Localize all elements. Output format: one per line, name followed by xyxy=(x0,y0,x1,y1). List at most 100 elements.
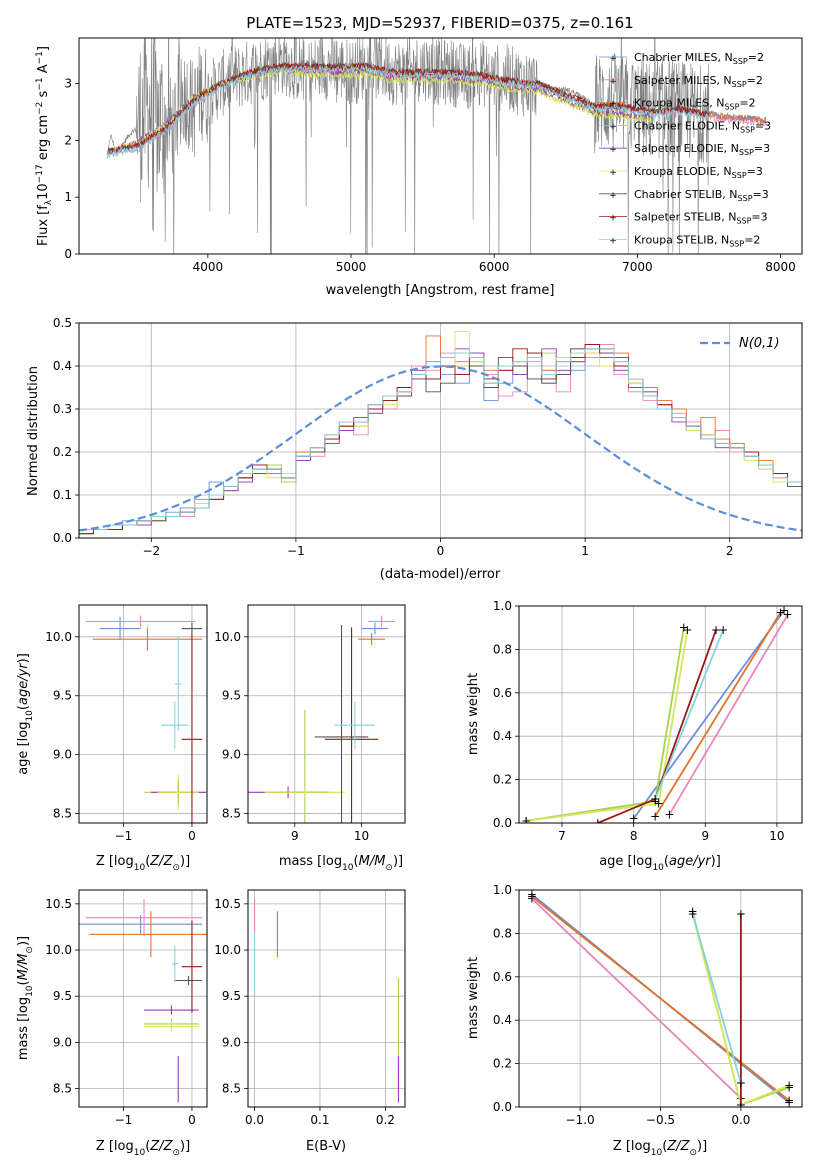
x-tick-label: −1.0 xyxy=(566,1113,595,1127)
x-tick-label: 9 xyxy=(701,829,709,843)
legend-label: Chabrier MILES, NSSP=2 xyxy=(634,51,764,66)
x-axis-label-mass-vs-Z: Z [log10(Z/Z⊙)] xyxy=(96,1139,190,1158)
weight-marker: + xyxy=(688,907,698,921)
legend-marker: + xyxy=(609,145,617,155)
legend-marker: + xyxy=(609,77,617,87)
y-tick-label: 0.2 xyxy=(493,773,512,787)
errorbar-point xyxy=(174,975,203,986)
y-tick-label: 0.8 xyxy=(493,642,512,656)
weight-marker: + xyxy=(711,623,721,637)
errorbar-point xyxy=(157,774,199,811)
y-tick-label: 10.0 xyxy=(214,943,241,957)
plot-area-mass_vs_Z xyxy=(79,899,207,1103)
weight-marker: + xyxy=(664,807,674,821)
plot-area-residuals xyxy=(79,331,802,538)
weight-marker: + xyxy=(527,892,537,906)
legend-label: Kroupa ELODIE, NSSP=3 xyxy=(634,165,763,180)
y-tick-label: 9.5 xyxy=(53,989,72,1003)
errorbar-point xyxy=(161,701,189,749)
y-tick-label: 10.0 xyxy=(45,630,72,644)
y-tick-label: 8.5 xyxy=(53,807,72,821)
figure-title: PLATE=1523, MJD=52937, FIBERID=0375, z=0… xyxy=(246,14,633,32)
legend-item-9: + Kroupa STELIB, NSSP=2 xyxy=(599,233,760,248)
y-tick-label: 0.5 xyxy=(53,316,72,330)
plot-area-age_vs_mass xyxy=(248,615,395,823)
axes-mass_vs_EBV: 0.0 0.1 0.2 8.5 9.0 9.5 10.0 10.5 xyxy=(214,889,406,1127)
x-tick-label: 8 xyxy=(630,829,638,843)
legend-label: Chabrier STELIB, NSSP=3 xyxy=(634,188,769,203)
legend-item-1: + Chabrier MILES, NSSP=2 xyxy=(599,51,764,66)
errorbar-point xyxy=(361,622,389,635)
y-tick-label: 0.2 xyxy=(493,1057,512,1071)
weight-marker: + xyxy=(688,907,698,921)
legend-item-3: + Kroupa MILES, NSSP=2 xyxy=(599,97,756,112)
x-tick-label: 0.0 xyxy=(731,1113,750,1127)
weight-line-2 xyxy=(668,614,789,815)
weight-marker: + xyxy=(784,1093,794,1107)
errorbar-point xyxy=(314,625,369,823)
weight-marker: + xyxy=(682,623,692,637)
x-tick-label: 2 xyxy=(726,544,734,558)
weight-marker: + xyxy=(629,812,639,826)
errorbar-point xyxy=(358,633,385,646)
weight-line-3 xyxy=(654,612,782,817)
axes-age_vs_mass: 9 10 8.5 9.0 9.5 10.0 xyxy=(214,604,406,843)
legend-label: Salpeter MILES, NSSP=2 xyxy=(634,74,763,89)
x-tick-label: 0 xyxy=(188,1113,196,1127)
errorbar-point xyxy=(181,920,203,1013)
errorbar-point xyxy=(368,615,395,628)
axes-frame xyxy=(247,889,406,1108)
weight-marker: + xyxy=(650,792,660,806)
y-tick-label: 10.0 xyxy=(214,630,241,644)
model-line-9 xyxy=(107,64,710,158)
weight-marker: + xyxy=(784,1078,794,1092)
y-tick-label: 1 xyxy=(64,190,72,204)
y-axis-label: Normed distribution xyxy=(26,366,41,496)
weight-line-2 xyxy=(531,898,742,1099)
weight-marker: + xyxy=(775,606,785,620)
x-axis-label: wavelength [Angstrom, rest frame] xyxy=(326,283,555,298)
weight-marker: + xyxy=(736,1100,746,1114)
y-tick-label: 0.0 xyxy=(493,1100,512,1114)
plot-area-spectrum xyxy=(107,38,767,254)
errorbar-point xyxy=(181,633,203,823)
y-tick-label: 0.0 xyxy=(493,816,512,830)
weight-marker: + xyxy=(688,905,698,919)
errorbar-point xyxy=(144,1005,199,1015)
weight-marker: + xyxy=(654,796,664,810)
x-tick-label: −0.5 xyxy=(646,1113,675,1127)
x-tick-label: 8000 xyxy=(765,260,796,274)
legend-item-7: + Chabrier STELIB, NSSP=3 xyxy=(599,188,769,203)
y-tick-label: 0.1 xyxy=(53,488,72,502)
legend-marker: + xyxy=(609,54,617,64)
x-axis-label-age-vs-Z: Z [log10(Z/Z⊙)] xyxy=(96,854,190,873)
y-tick-label: 8.5 xyxy=(53,1082,72,1096)
plot-area-weight_vs_Z: ++++++++++++++++++ xyxy=(527,890,794,1114)
errorbar-point xyxy=(85,615,196,628)
y-axis-label-weight-vs-age: mass weight xyxy=(466,673,481,755)
y-tick-label: 9.5 xyxy=(53,689,72,703)
y-tick-label: 10.5 xyxy=(214,897,241,911)
errorbar-point xyxy=(85,899,203,937)
errorbar-point xyxy=(324,627,379,823)
x-tick-label: 0 xyxy=(437,544,445,558)
errorbar-point xyxy=(99,616,141,641)
y-tick-label: 0.8 xyxy=(493,926,512,940)
weight-marker: + xyxy=(779,603,789,617)
y-tick-label: 0.3 xyxy=(53,402,72,416)
y-tick-label: 9.0 xyxy=(222,748,241,762)
weight-line-9 xyxy=(691,913,742,1084)
x-axis-label-weight-vs-Z: Z [log10(Z/Z⊙)] xyxy=(613,1139,707,1158)
y-tick-label: 0.4 xyxy=(53,359,72,373)
legend-item-6: + Kroupa ELODIE, NSSP=3 xyxy=(599,165,763,180)
y-tick-label: 9.0 xyxy=(53,1035,72,1049)
y-axis-label: Flux [fλ10−17 erg cm−2 s−1 A−1] xyxy=(35,46,54,246)
weight-marker: + xyxy=(784,1096,794,1110)
y-axis-label-mass-vs-Z: mass [log10(M/M⊙)] xyxy=(16,936,35,1060)
axes-mass_vs_Z: −1 0 8.5 9.0 9.5 10.0 10.5 xyxy=(45,889,208,1127)
weight-marker: + xyxy=(521,814,531,828)
y-tick-label: 0.6 xyxy=(493,970,512,984)
axes-frame xyxy=(518,605,803,824)
errorbar-point xyxy=(174,636,182,732)
